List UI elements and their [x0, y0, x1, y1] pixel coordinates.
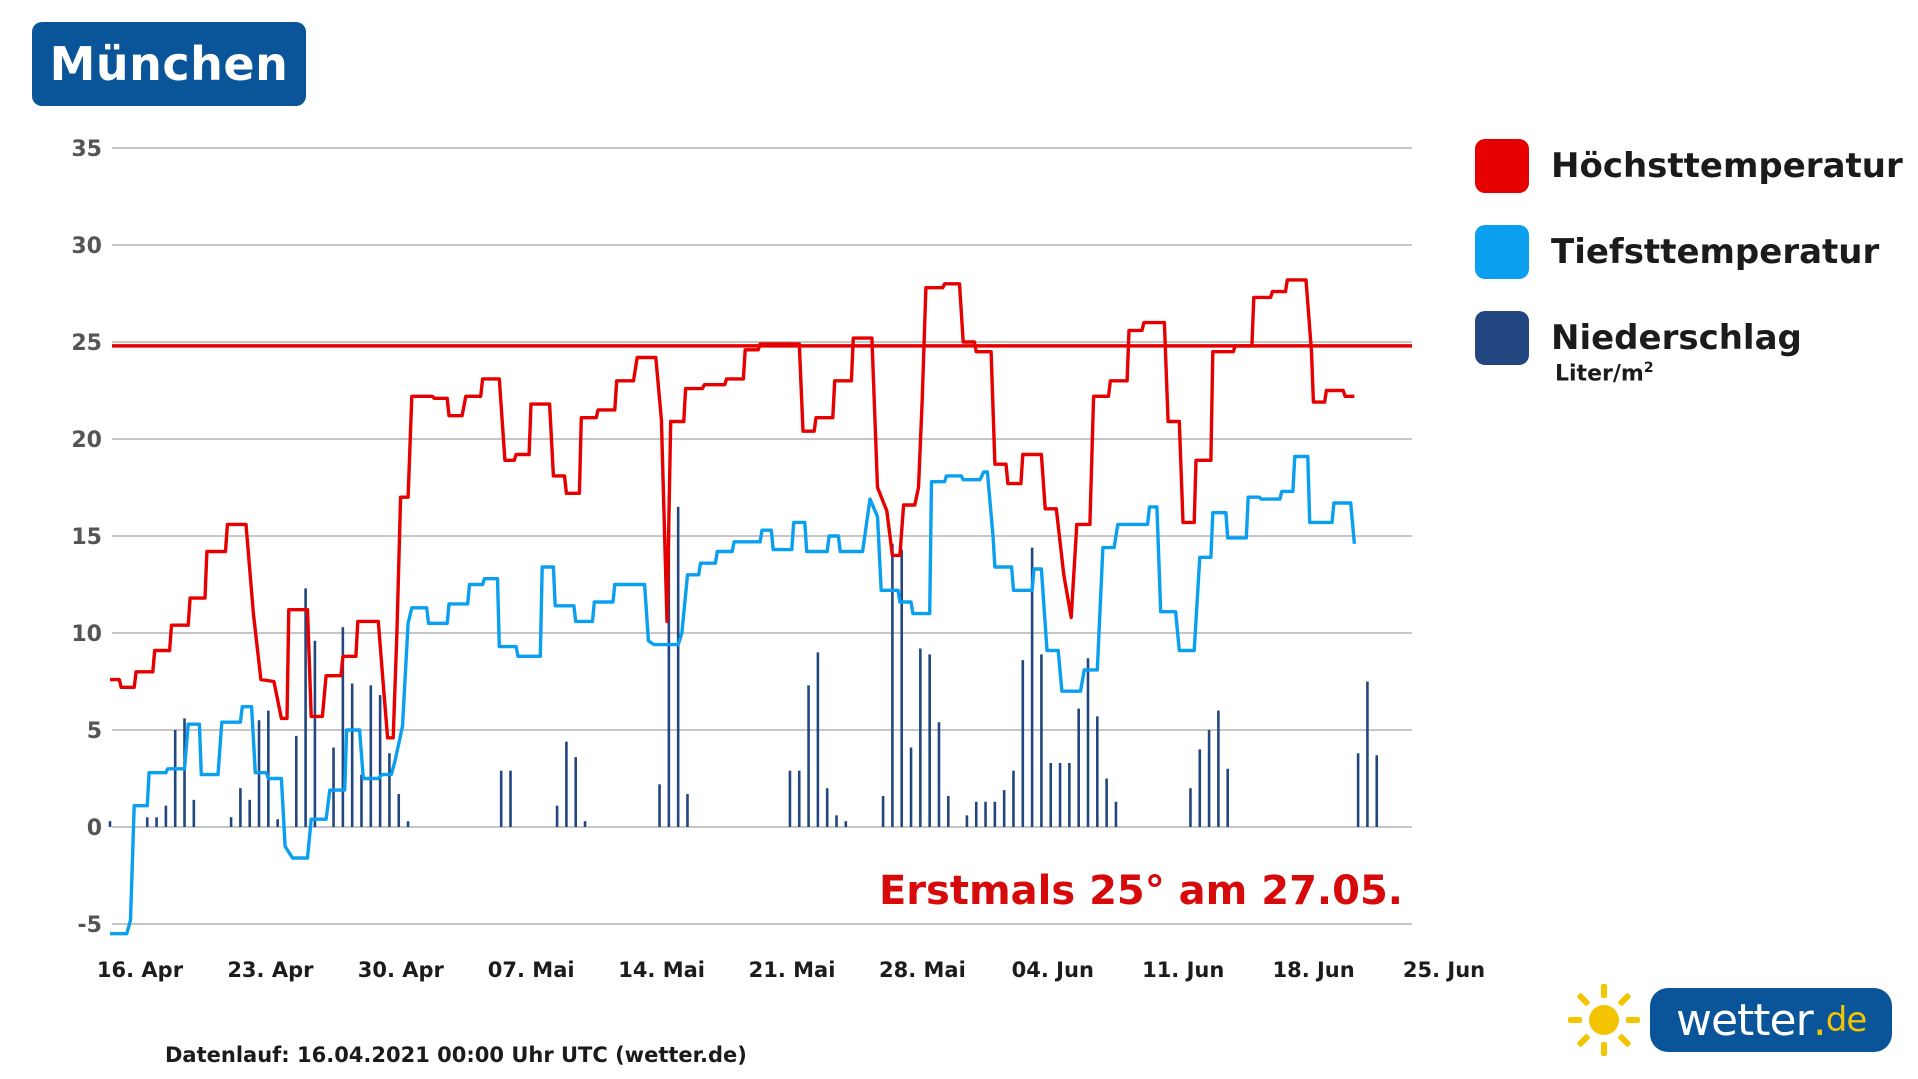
legend-precip-unit: Liter/m2 [1555, 360, 1654, 386]
legend-swatch-min-temp [1475, 225, 1529, 279]
y-tick-35: 35 [71, 137, 102, 162]
x-tick-3: 07. Mai [488, 958, 575, 982]
x-tick-10: 25. Jun [1403, 958, 1485, 982]
y-tick-5: 5 [87, 719, 102, 744]
x-tick-4: 14. Mai [618, 958, 705, 982]
brand-dot: . [1812, 994, 1827, 1046]
y-tick-10: 10 [71, 622, 102, 647]
data-run-note: Datenlauf: 16.04.2021 00:00 Uhr UTC (wet… [165, 1043, 747, 1067]
legend-swatch-max-temp [1475, 139, 1529, 193]
series-line-min-temp [110, 454, 1357, 936]
x-tick-0: 16. Apr [97, 958, 184, 982]
chart-annotation: Erstmals 25° am 27.05. [879, 868, 1403, 914]
y-axis-ticks: 35 30 25 20 15 10 5 0 -5 [71, 137, 102, 938]
x-tick-1: 23. Apr [227, 958, 314, 982]
x-tick-2: 30. Apr [358, 958, 445, 982]
y-tick-15: 15 [71, 525, 102, 550]
brand-tld: de [1825, 1000, 1867, 1040]
y-tick--5: -5 [78, 913, 102, 938]
y-tick-25: 25 [71, 331, 102, 356]
x-axis-ticks: 16. Apr 23. Apr 30. Apr 07. Mai 14. Mai 21. M… [97, 958, 1485, 982]
legend-label-precip: Niederschlag [1551, 318, 1802, 358]
precip-unit-sup: 2 [1643, 360, 1654, 376]
brand-logo[interactable]: wetter. de [1566, 982, 1893, 1058]
legend-swatch-precip [1475, 311, 1529, 365]
series-line-max-temp [110, 278, 1355, 740]
precip-unit-text: Liter/m [1555, 361, 1644, 387]
legend-label-min-temp: Tiefsttemperatur [1551, 232, 1880, 272]
temperature-lines [110, 278, 1357, 936]
legend-item-precip: Niederschlag Liter/m2 [1475, 310, 1903, 386]
y-tick-30: 30 [71, 234, 102, 259]
x-tick-9: 18. Jun [1272, 958, 1354, 982]
x-tick-8: 11. Jun [1142, 958, 1224, 982]
legend-label-max-temp: Höchsttemperatur [1551, 146, 1903, 186]
city-title: München [49, 37, 289, 91]
legend: Höchsttemperatur Tiefsttemperatur Nieder… [1475, 138, 1903, 396]
brand-pill: wetter. de [1650, 988, 1893, 1052]
y-tick-20: 20 [71, 428, 102, 453]
x-tick-6: 28. Mai [879, 958, 966, 982]
chart-grid [112, 147, 1412, 925]
sun-icon [1568, 984, 1640, 1056]
legend-item-min-temp: Tiefsttemperatur [1475, 224, 1903, 280]
y-tick-0: 0 [87, 816, 102, 841]
brand-name: wetter [1676, 994, 1814, 1046]
city-badge: München [32, 22, 306, 106]
precipitation-bars [108, 495, 1379, 827]
legend-item-max-temp: Höchsttemperatur [1475, 138, 1903, 194]
x-tick-5: 21. Mai [749, 958, 836, 982]
x-tick-7: 04. Jun [1012, 958, 1094, 982]
